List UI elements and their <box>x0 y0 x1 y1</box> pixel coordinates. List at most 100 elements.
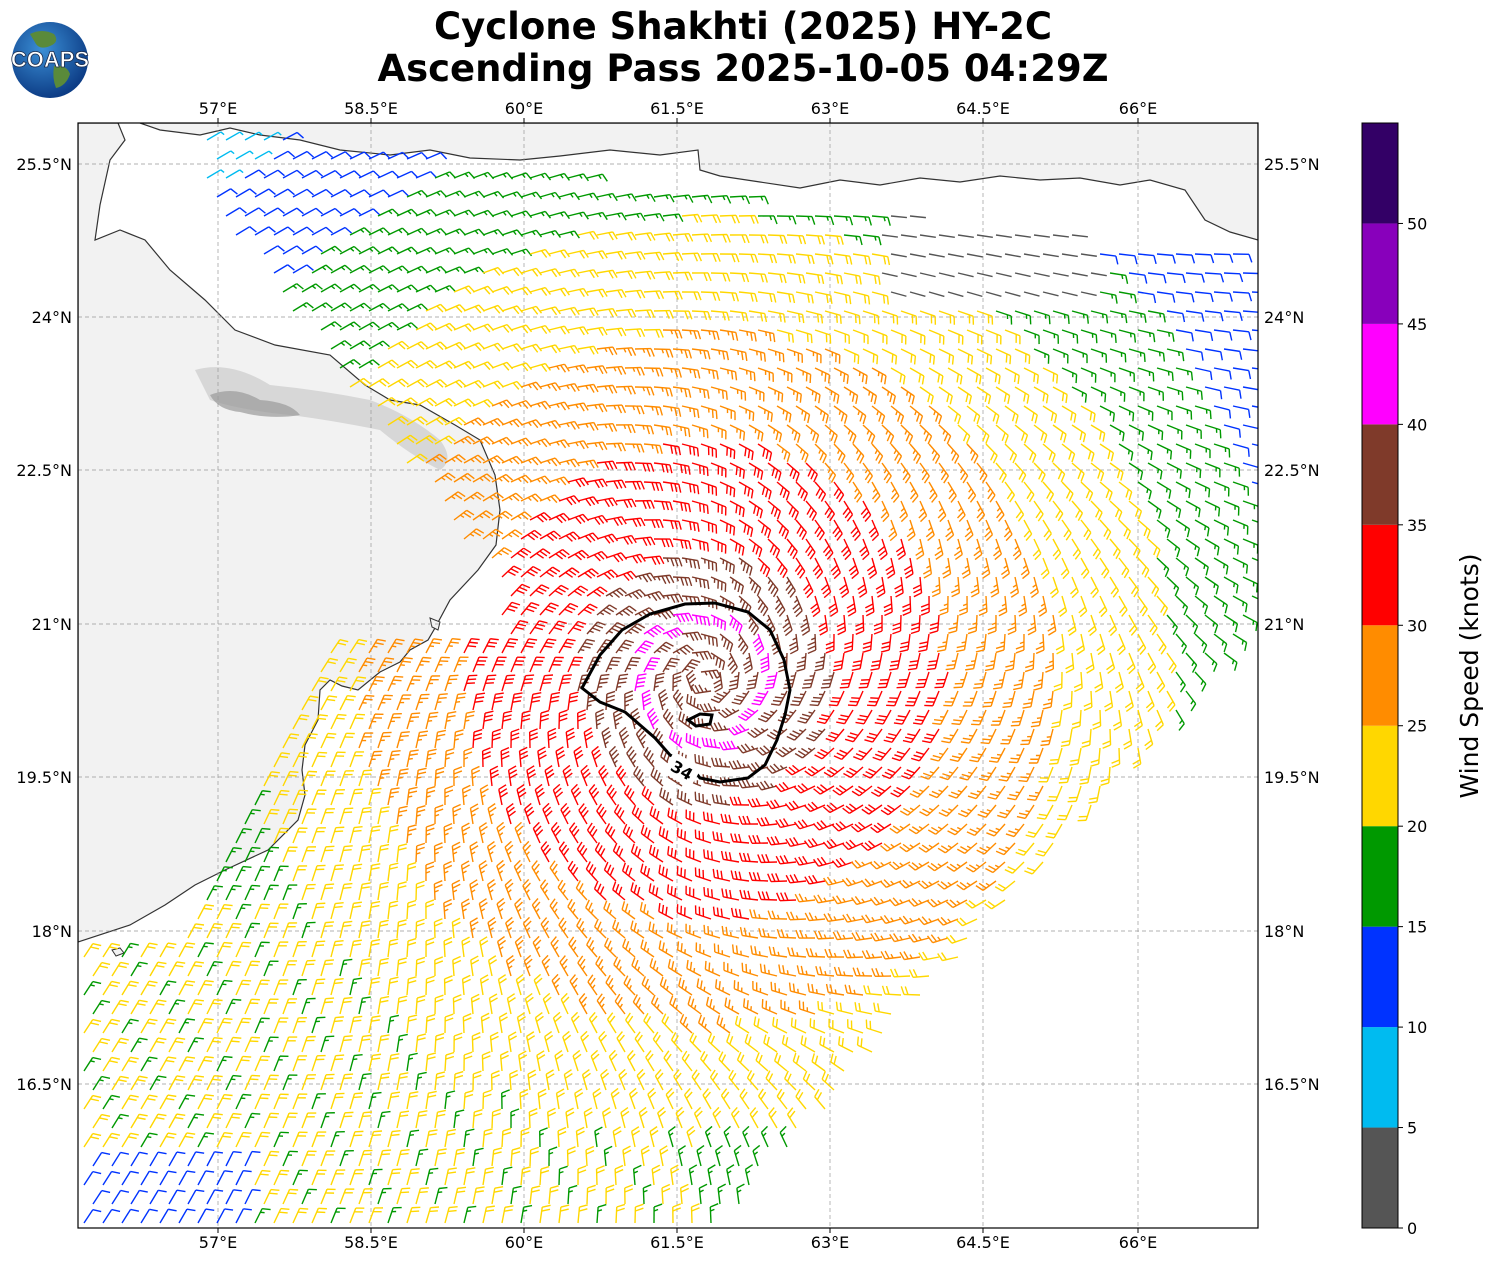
wind-barb-1057 <box>1027 614 1037 636</box>
wind-barb-234 <box>900 272 917 278</box>
wind-barb-1295 <box>1155 709 1164 732</box>
wind-barb-374 <box>662 329 683 339</box>
wind-barb-971 <box>912 576 923 598</box>
wind-barb-336 <box>881 310 899 325</box>
wind-barb-871 <box>558 531 581 542</box>
wind-barb-283 <box>852 291 871 305</box>
wind-barb-142 <box>957 234 974 239</box>
wind-barb-1079 <box>700 633 718 647</box>
wind-barb-761 <box>909 481 919 503</box>
wind-barb-880 <box>729 538 745 556</box>
wind-barb-184 <box>928 253 945 258</box>
wind-barb-392 <box>1004 329 1021 345</box>
wind-barb-989 <box>510 583 531 597</box>
wind-barb-224 <box>710 272 731 282</box>
wind-barb-71 <box>301 207 323 217</box>
wind-barb-744 <box>586 478 608 489</box>
wind-barb-1241 <box>1022 690 1035 709</box>
wind-barb-449 <box>1147 348 1166 362</box>
wind-barb-236 <box>938 272 955 278</box>
wind-barb-130 <box>729 234 750 244</box>
wind-barb-1237 <box>943 690 959 707</box>
wind-barb-585 <box>1004 405 1019 424</box>
wind-barb-1102 <box>1137 633 1147 655</box>
wind-barb-259 <box>396 284 419 293</box>
wind-barb-910 <box>529 548 551 559</box>
wind-barb-1226 <box>731 690 750 705</box>
wind-barb-1187 <box>896 671 911 689</box>
wind-barb-240 <box>1014 272 1031 278</box>
wind-barb-1065 <box>1185 614 1199 635</box>
wind-barb-812 <box>1052 500 1064 522</box>
wind-barb-202 <box>292 264 314 274</box>
wind-barb-920 <box>719 557 735 574</box>
wind-barb-1111 <box>387 638 405 654</box>
wind-barb-949 <box>501 565 522 578</box>
wind-barb-1194 <box>1033 671 1044 691</box>
wind-barb-762 <box>928 481 938 503</box>
wind-barb-221 <box>653 271 675 281</box>
wind-barb-1045 <box>800 614 811 636</box>
wind-barb-1240 <box>1002 690 1016 709</box>
colorbar-tick: 20 <box>1407 817 1427 836</box>
lat-tick-left: 19.5°N <box>16 768 72 787</box>
wind-barb-1277 <box>797 709 816 724</box>
wind-barb-335 <box>862 310 880 325</box>
wind-barb-906 <box>1223 538 1240 555</box>
wind-barb-1003 <box>774 595 786 617</box>
wind-barb-268 <box>567 287 589 298</box>
wind-barb-128 <box>691 233 713 243</box>
wind-barb-207 <box>387 265 410 274</box>
wind-barb-428 <box>748 348 766 362</box>
wind-barb-217 <box>577 269 599 279</box>
wind-barb-581 <box>928 405 943 425</box>
wind-barb-274 <box>681 291 702 301</box>
wind-barb-973 <box>950 576 961 598</box>
wind-barb-22 <box>301 169 323 179</box>
wind-barb-1048 <box>855 614 865 635</box>
wind-barb-866 <box>463 528 485 540</box>
wind-barb-628 <box>938 424 952 445</box>
wind-barb-816 <box>1128 500 1143 520</box>
wind-barb-396 <box>1080 329 1098 344</box>
wind-barb-1133 <box>796 652 807 672</box>
wind-barb-869 <box>520 529 542 541</box>
wind-barb-418 <box>558 344 580 355</box>
wind-barb-383 <box>833 329 850 344</box>
wind-barb-953 <box>577 568 599 579</box>
wind-barb-1297 <box>292 714 310 730</box>
wind-barb-140 <box>919 234 936 238</box>
wind-barb-823 <box>453 509 475 521</box>
wind-barb-626 <box>900 424 914 445</box>
wind-barb-319 <box>558 306 580 316</box>
wind-barb-447 <box>1109 348 1127 363</box>
wind-barb-373 <box>643 328 664 338</box>
wind-barb-718 <box>919 462 930 484</box>
wind-barb-1142 <box>965 652 978 671</box>
wind-barb-750 <box>700 481 718 496</box>
lat-tick-left: 16.5°N <box>16 1075 72 1094</box>
wind-barb-900 <box>1109 538 1121 560</box>
wind-barb-1012 <box>939 595 949 616</box>
wind-barb-980 <box>1090 576 1099 599</box>
wind-barb-962 <box>748 576 762 597</box>
wind-barb-501 <box>1213 367 1232 380</box>
colorbar-tick: 5 <box>1407 1119 1417 1138</box>
wind-barb-495 <box>1099 367 1116 383</box>
wind-barb-448 <box>1128 348 1146 363</box>
wind-barb-640 <box>1166 424 1183 440</box>
wind-barb-270 <box>605 289 627 299</box>
wind-barb-114 <box>425 228 448 236</box>
wind-barb-469 <box>605 365 627 375</box>
wind-barb-599 <box>387 415 409 426</box>
lat-tick-right: 19.5°N <box>1264 768 1320 787</box>
wind-barb-1222 <box>672 671 682 692</box>
wind-barb-616 <box>710 424 727 440</box>
wind-barb-3 <box>263 131 282 141</box>
wind-barb-1300 <box>349 713 366 730</box>
wind-barb-1184 <box>839 671 854 689</box>
wind-barb-289 <box>966 291 983 298</box>
wind-barb-1231 <box>828 690 845 707</box>
wind-barb-527 <box>786 386 802 403</box>
